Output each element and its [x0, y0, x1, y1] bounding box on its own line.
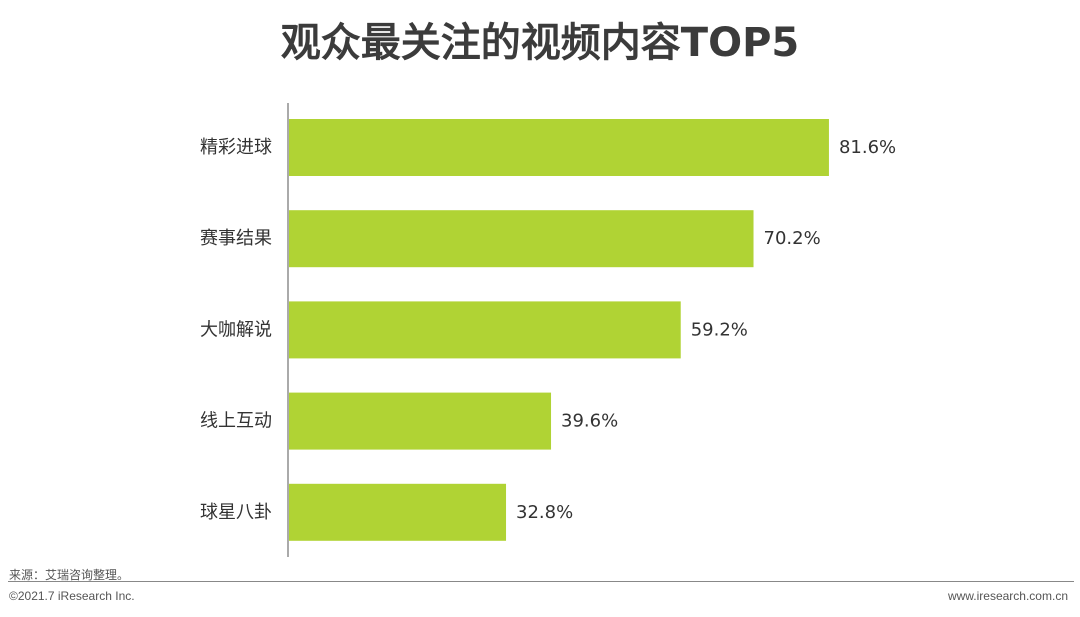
category-label-3: 大咖解说	[200, 319, 272, 340]
footer-divider	[8, 581, 1074, 582]
bar-1	[289, 119, 829, 176]
value-label-2: 70.2%	[764, 228, 821, 249]
bar-4	[289, 392, 552, 450]
value-label-4: 39.6%	[561, 411, 618, 432]
bar-5	[289, 483, 507, 541]
category-label-2: 赛事结果	[200, 228, 272, 249]
category-label-4: 线上互动	[200, 411, 272, 432]
copyright-text: ©2021.7 iResearch Inc.	[9, 589, 135, 603]
category-label-5: 球星八卦	[200, 502, 272, 523]
value-label-3: 59.2%	[691, 319, 748, 340]
value-label-5: 32.8%	[516, 502, 573, 523]
source-note: 来源：艾瑞咨询整理。	[9, 568, 130, 582]
bar-3	[289, 301, 681, 359]
chart-title: 观众最关注的视频内容TOP5	[280, 20, 800, 66]
bar-2	[289, 210, 754, 268]
value-label-1: 81.6%	[839, 137, 896, 158]
category-label-1: 精彩进球	[200, 137, 272, 158]
website-text: www.iresearch.com.cn	[947, 589, 1068, 603]
